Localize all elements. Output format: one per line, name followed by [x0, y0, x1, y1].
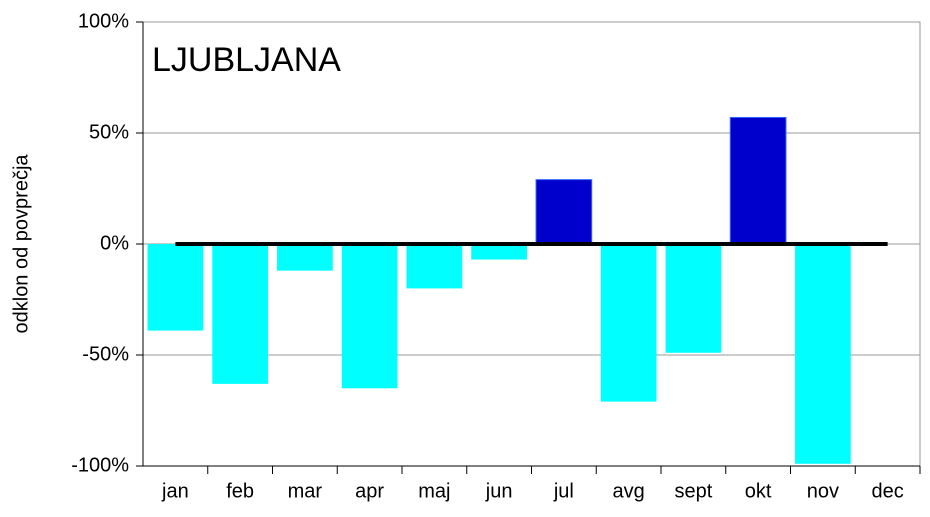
- x-tick-label: jul: [553, 480, 574, 502]
- bar: [147, 244, 204, 331]
- bar: [341, 244, 398, 389]
- x-tick-label: jun: [485, 480, 513, 502]
- x-tick-label: dec: [872, 480, 904, 502]
- x-tick-label: maj: [418, 480, 450, 502]
- y-tick-label: 0%: [100, 232, 129, 254]
- x-tick-label: nov: [807, 480, 839, 502]
- bar: [212, 244, 268, 384]
- x-tick-label: apr: [355, 480, 384, 502]
- y-tick-label: -100%: [71, 454, 129, 476]
- x-tick-label: feb: [226, 480, 254, 502]
- x-tick-label: sept: [674, 480, 712, 502]
- x-tick-label: jan: [161, 480, 189, 502]
- x-tick-label: okt: [745, 480, 772, 502]
- y-axis-label: odklon od povprečja: [10, 154, 32, 334]
- bar: [729, 116, 787, 245]
- bar: [535, 179, 593, 245]
- y-tick-label: 100%: [78, 10, 129, 32]
- bar: [277, 244, 333, 271]
- y-tick-label: 50%: [89, 121, 129, 143]
- x-tick-label: avg: [613, 480, 645, 502]
- chart-title: LJUBLJANA: [152, 41, 341, 79]
- bar: [600, 244, 657, 402]
- bar: [795, 244, 851, 464]
- bar: [665, 244, 722, 353]
- x-tick-label: mar: [288, 480, 323, 502]
- bar: [406, 244, 463, 289]
- y-tick-label: -50%: [82, 343, 129, 365]
- bar: [471, 244, 527, 260]
